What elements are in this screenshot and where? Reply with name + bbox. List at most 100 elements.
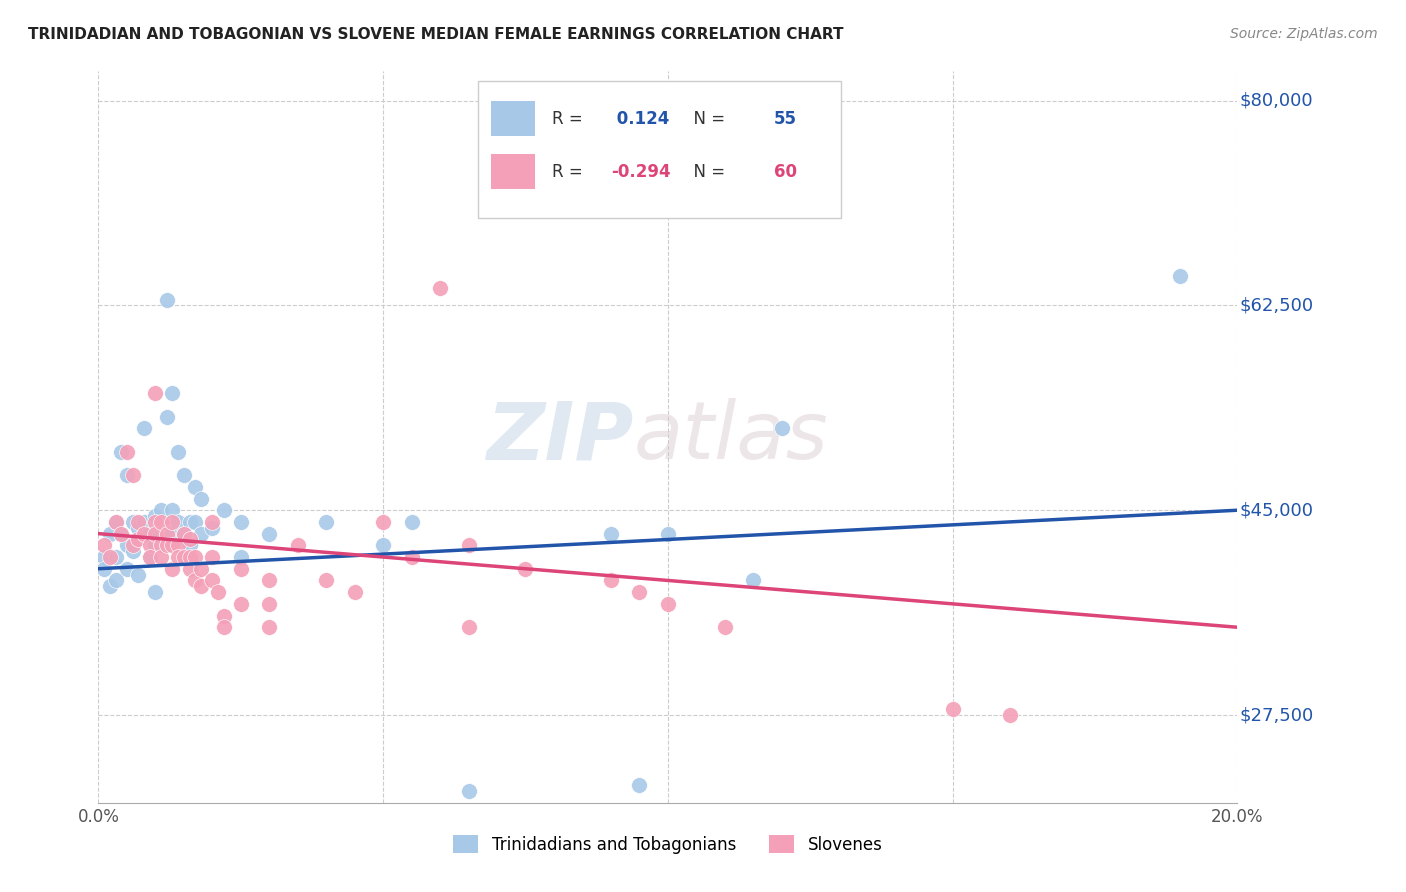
Point [229, 562, 252, 576]
Point [150, 503, 173, 517]
Text: $27,500: $27,500 [1240, 706, 1313, 724]
Point [162, 386, 184, 401]
Point [104, 549, 127, 564]
Point [457, 538, 479, 552]
Point [184, 574, 207, 588]
Point [287, 538, 309, 552]
Point [742, 574, 765, 588]
FancyBboxPatch shape [478, 81, 841, 219]
Point [179, 515, 201, 529]
Point [93, 549, 115, 564]
Text: 0.124: 0.124 [610, 110, 669, 128]
Point [167, 444, 190, 458]
Point [162, 515, 184, 529]
Point [150, 538, 173, 552]
Point [145, 386, 167, 401]
Point [179, 533, 201, 547]
Point [184, 480, 207, 494]
Point [156, 293, 179, 307]
Point [628, 585, 651, 599]
Point [104, 574, 127, 588]
Point [201, 521, 224, 535]
Point [162, 562, 184, 576]
Point [184, 549, 207, 564]
Point [98, 579, 121, 593]
Point [115, 468, 138, 483]
Point [138, 538, 160, 552]
Point [942, 702, 965, 716]
Text: N =: N = [683, 162, 730, 180]
Point [145, 515, 167, 529]
Text: $62,500: $62,500 [1240, 296, 1313, 314]
Point [145, 585, 167, 599]
Point [115, 538, 138, 552]
Point [457, 784, 479, 798]
Point [229, 549, 252, 564]
Point [132, 421, 155, 435]
Text: atlas: atlas [634, 398, 828, 476]
Point [110, 526, 132, 541]
Point [150, 549, 173, 564]
Point [259, 620, 281, 634]
Point [121, 515, 143, 529]
Point [315, 574, 337, 588]
Point [132, 526, 155, 541]
Point [179, 549, 201, 564]
Point [628, 778, 651, 792]
Point [156, 526, 179, 541]
Point [201, 515, 224, 529]
Point [515, 562, 537, 576]
Point [179, 538, 201, 552]
Point [259, 526, 281, 541]
Point [373, 538, 395, 552]
Point [110, 526, 132, 541]
Point [138, 549, 160, 564]
Point [179, 562, 201, 576]
Point [162, 538, 184, 552]
Point [104, 515, 127, 529]
Point [190, 491, 212, 506]
Point [190, 526, 212, 541]
Point [212, 620, 235, 634]
Point [121, 544, 143, 558]
Text: $45,000: $45,000 [1240, 501, 1313, 519]
Text: $80,000: $80,000 [1240, 92, 1313, 110]
Text: ZIP: ZIP [486, 398, 634, 476]
Point [93, 538, 115, 552]
Point [457, 620, 479, 634]
Point [98, 526, 121, 541]
Point [429, 281, 451, 295]
Point [138, 526, 160, 541]
Point [150, 515, 173, 529]
Point [150, 538, 173, 552]
Text: 60: 60 [773, 162, 797, 180]
Point [207, 585, 229, 599]
Point [190, 579, 212, 593]
Point [212, 608, 235, 623]
Text: Source: ZipAtlas.com: Source: ZipAtlas.com [1230, 27, 1378, 41]
Point [145, 538, 167, 552]
Point [315, 515, 337, 529]
Point [162, 503, 184, 517]
Point [259, 574, 281, 588]
Point [121, 468, 143, 483]
Point [229, 597, 252, 611]
Point [173, 526, 195, 541]
Point [259, 597, 281, 611]
Point [173, 526, 195, 541]
Point [162, 526, 184, 541]
Point [115, 562, 138, 576]
Point [401, 515, 423, 529]
Point [373, 515, 395, 529]
Point [1170, 269, 1192, 284]
Point [145, 509, 167, 524]
Point [110, 444, 132, 458]
Point [201, 549, 224, 564]
Point [173, 468, 195, 483]
Text: 55: 55 [773, 110, 797, 128]
Text: R =: R = [551, 110, 588, 128]
Text: R =: R = [551, 162, 588, 180]
Point [212, 503, 235, 517]
Text: -0.294: -0.294 [610, 162, 671, 180]
Point [145, 526, 167, 541]
